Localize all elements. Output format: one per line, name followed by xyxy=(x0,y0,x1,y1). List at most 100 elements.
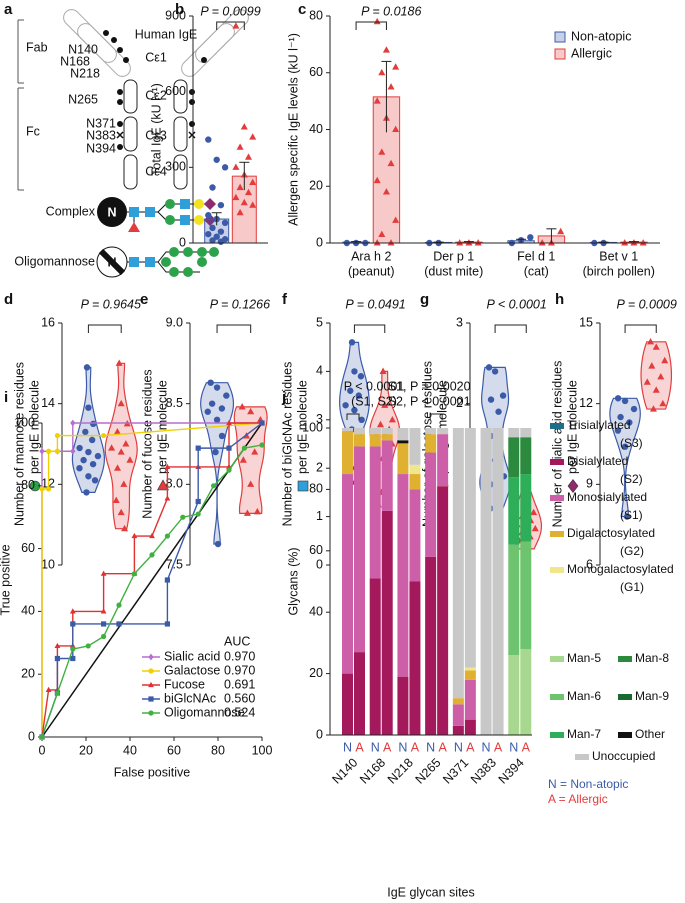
bar-segment xyxy=(354,428,365,435)
legend-label: Trisialylated xyxy=(567,418,631,432)
legend-label: Man-7 xyxy=(567,727,601,741)
roc-point xyxy=(211,483,217,489)
y-tick-label: 9.0 xyxy=(166,315,183,329)
data-point xyxy=(487,396,495,403)
data-point xyxy=(94,452,102,460)
data-point xyxy=(117,399,125,407)
glycan-type: Oligomannose xyxy=(14,254,95,268)
y-tick-label: 3 xyxy=(316,412,323,426)
roc-point xyxy=(226,467,232,473)
data-point xyxy=(108,444,116,451)
roc-point xyxy=(116,602,122,608)
y-axis-label: per IgE molecule xyxy=(155,380,169,474)
roc-point xyxy=(100,570,107,576)
annotation: P = 0.0491 xyxy=(345,297,405,311)
bar-segment xyxy=(409,489,421,582)
data-point xyxy=(83,489,90,496)
site-label: N218 xyxy=(70,66,100,80)
data-point xyxy=(213,156,220,163)
glcnac xyxy=(129,207,139,217)
data-point xyxy=(89,460,97,468)
dot xyxy=(111,37,117,43)
bar-segment xyxy=(342,673,353,735)
violin xyxy=(640,341,673,410)
auc-label: 0.691 xyxy=(224,677,255,691)
legend-code: (G1) xyxy=(620,580,644,594)
y-tick-label: 20 xyxy=(21,666,35,680)
auc-label: 0.560 xyxy=(224,691,255,705)
x-tick-label: A xyxy=(438,740,447,754)
x-tick-sublabel: (dust mite) xyxy=(424,264,483,278)
y-tick-label: 14 xyxy=(41,396,55,410)
x-tick-label: N xyxy=(398,740,407,754)
y-axis-label: Number of biGlcNAc residues xyxy=(280,362,294,527)
data-point xyxy=(614,395,622,402)
data-point xyxy=(347,387,354,394)
y-axis-label: Total IgE (kU l⁻¹) xyxy=(149,83,163,176)
bar-segment xyxy=(342,428,353,432)
bar-segment xyxy=(464,670,476,680)
data-point xyxy=(213,416,221,423)
data-point xyxy=(207,379,214,386)
x-tick-label: A xyxy=(494,740,503,754)
site-label: N371 xyxy=(440,756,471,787)
y-tick-label: 10 xyxy=(41,557,55,571)
roc-point xyxy=(164,577,170,583)
legend-note: N = Non-atopic xyxy=(548,777,628,791)
bar-segment xyxy=(425,434,437,453)
glcnac xyxy=(145,257,155,267)
data-point xyxy=(232,193,240,201)
data-point xyxy=(221,219,229,227)
data-point xyxy=(88,436,96,444)
bar-segment xyxy=(520,649,532,735)
dot xyxy=(123,57,129,63)
roc-point xyxy=(39,447,45,455)
y-label-icon xyxy=(297,480,309,492)
data-point xyxy=(218,405,226,412)
roc-point xyxy=(39,734,45,740)
y-tick-label: 8.5 xyxy=(166,396,183,410)
y-label-icon xyxy=(567,479,579,493)
data-point xyxy=(630,405,638,413)
auc-label: 0.524 xyxy=(224,705,255,719)
data-point xyxy=(387,83,395,90)
data-point xyxy=(491,368,499,375)
data-point xyxy=(351,368,358,375)
x-tick-label: Ara h 2 xyxy=(351,249,391,263)
data-point xyxy=(247,480,255,487)
roc-point xyxy=(70,655,76,662)
roc-point xyxy=(149,552,155,558)
y-tick-label: 15 xyxy=(579,315,593,329)
legend-label: Oligomannose xyxy=(164,705,245,719)
legend-title: AUC xyxy=(224,634,250,648)
mannose xyxy=(169,267,179,277)
bar-segment xyxy=(409,428,421,465)
annotation: P = 0.0099 xyxy=(200,4,260,18)
roc-point xyxy=(54,690,61,696)
y-tick-label: 100 xyxy=(14,415,35,429)
annotation: P = 0.0186 xyxy=(361,4,421,18)
legend-swatch xyxy=(618,732,632,738)
annotation: P = 0.9645 xyxy=(81,297,141,311)
bar-segment xyxy=(354,434,365,447)
y-tick-label: 80 xyxy=(21,478,35,492)
data-point xyxy=(91,477,99,484)
data-point xyxy=(661,356,669,364)
data-point xyxy=(253,507,261,515)
y-tick-label: 60 xyxy=(309,543,323,557)
x-tick-label: N xyxy=(509,740,518,754)
y-axis-label: per IgE molecule xyxy=(27,380,41,474)
mannose xyxy=(183,247,193,257)
data-point xyxy=(121,524,129,532)
y-tick-label: 1 xyxy=(316,509,323,523)
panel-letter: e xyxy=(140,291,148,308)
bar-segment xyxy=(354,652,365,735)
data-point xyxy=(382,188,390,195)
roc-point xyxy=(70,447,76,455)
legend-label: Galactose xyxy=(164,663,220,677)
x-tick-sublabel: (birch pollen) xyxy=(583,264,655,278)
x-tick-label: N xyxy=(482,740,491,754)
data-point xyxy=(621,397,629,405)
y-axis-label: Glycans (%) xyxy=(286,547,300,615)
bar-segment xyxy=(369,446,381,579)
